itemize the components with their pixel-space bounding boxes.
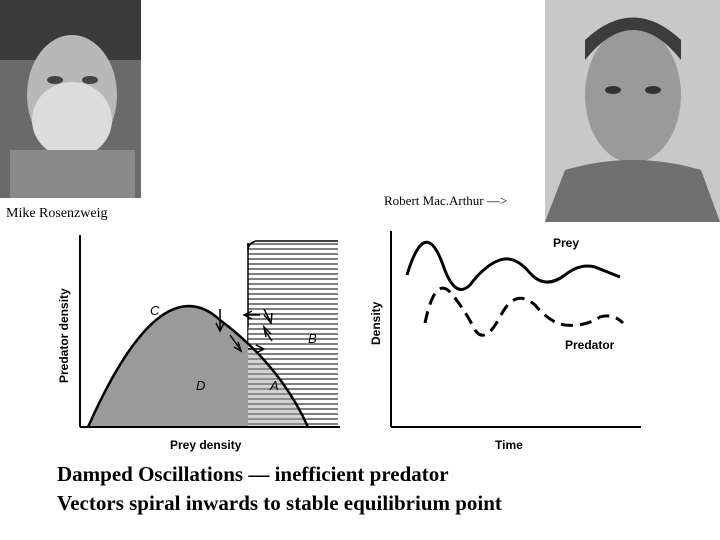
spiral-vectors (215, 308, 273, 354)
region-c-label: C (150, 303, 160, 318)
prey-curve (405, 241, 621, 291)
rosenzweig-photo (0, 0, 141, 198)
region-b-label: B (308, 331, 317, 346)
macarthur-caption: Robert Mac.Arthur —> (384, 193, 508, 208)
y-axis-label: Predator density (57, 288, 71, 383)
caption-line-2: Vectors spiral inwards to stable equilib… (57, 491, 502, 515)
predator-curve (423, 286, 625, 337)
rosenzweig-caption: Mike Rosenzweig (6, 206, 108, 221)
prey-isocline (86, 304, 310, 428)
time-series-diagram: Prey Predator Time Density (369, 231, 641, 452)
isocline-diagram: C B D A Prey density Predator density (57, 235, 340, 452)
caption-line-1: Damped Oscillations — inefficient predat… (57, 462, 449, 486)
y-axis-label: Density (369, 301, 383, 345)
x-axis-label: Prey density (170, 438, 242, 452)
macarthur-photo (545, 0, 720, 222)
region-a-label: A (269, 378, 279, 393)
x-axis-label: Time (495, 438, 523, 452)
region-d-label: D (196, 378, 205, 393)
predator-label: Predator (565, 338, 615, 352)
prey-label: Prey (553, 236, 579, 250)
